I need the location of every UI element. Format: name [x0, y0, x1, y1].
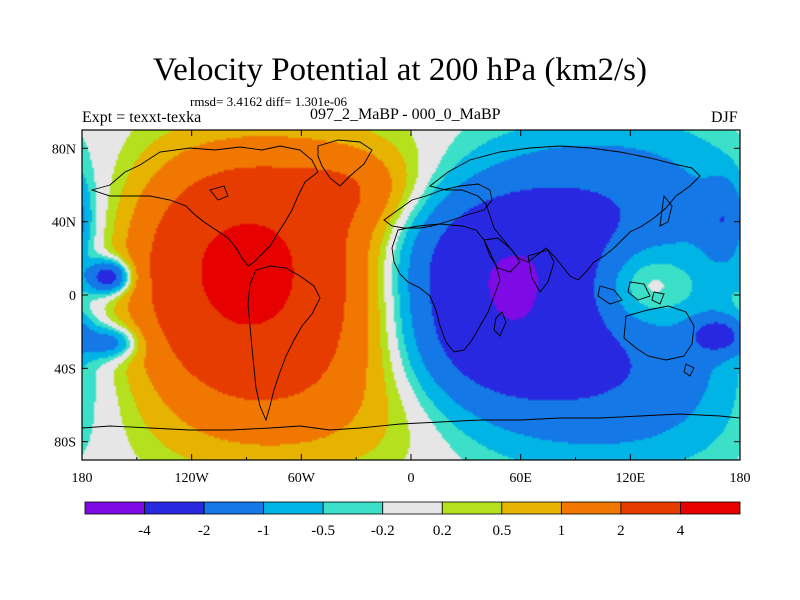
colorbar-label: 4	[677, 523, 685, 539]
colorbar-label: -2	[198, 523, 211, 539]
colorbar-label: -0.5	[311, 523, 335, 539]
continent-outlines	[82, 139, 740, 431]
colorbar-label: 0.5	[492, 523, 511, 539]
colorbar-boxes	[84, 501, 741, 515]
colorbar-box	[560, 501, 622, 515]
velocity-potential-field	[82, 130, 740, 460]
colorbar-label: -1	[257, 523, 270, 539]
x-tick-label: 180	[730, 471, 751, 486]
colorbar-box	[203, 501, 265, 515]
x-tick-label: 60E	[509, 471, 532, 486]
colorbar-box	[144, 501, 205, 515]
colorbar-box	[382, 501, 443, 515]
x-tick-label: 120E	[616, 471, 646, 486]
colorbar-labels: -4 -2 -1 -0.5 -0.2 0.2 0.5 1 2 4	[138, 523, 684, 539]
colorbar-box	[263, 501, 324, 515]
colorbar-box	[680, 501, 741, 515]
y-tick-label: 80N	[52, 142, 76, 157]
experiment-label: Expt = texxt-texka	[82, 109, 202, 126]
y-tick-label: 0	[69, 289, 76, 304]
rmsd-diff-stats: rmsd= 3.4162 diff= 1.301e-06	[190, 94, 348, 109]
colorbar-label: -0.2	[371, 523, 395, 539]
x-tick-label: 0	[408, 471, 415, 486]
x-tick-label: 60W	[288, 471, 316, 486]
colorbar-box	[620, 501, 681, 515]
season-label: DJF	[711, 109, 738, 126]
chart-title: Velocity Potential at 200 hPa (km2/s)	[152, 52, 648, 88]
x-tick-label: 180	[72, 471, 93, 486]
colorbar-box	[84, 501, 145, 515]
colorbar-label: 2	[617, 523, 625, 539]
y-tick-label: 80S	[54, 436, 76, 451]
colorbar-box	[441, 501, 503, 515]
colorbar-label: 1	[558, 523, 566, 539]
colorbar-label: -4	[138, 523, 151, 539]
x-tick-label: 120W	[175, 471, 210, 486]
colorbar-box	[322, 501, 384, 515]
colorbar-label: 0.2	[433, 523, 452, 539]
colorbar-box	[501, 501, 562, 515]
axes: 180 120W 60W 0 60E 120E 180 80N 40N 0 40S 80S	[52, 130, 751, 486]
experiment-name: 097_2_MaBP - 000_0_MaBP	[310, 106, 501, 123]
y-tick-label: 40S	[54, 362, 76, 377]
y-tick-label: 40N	[52, 216, 76, 231]
